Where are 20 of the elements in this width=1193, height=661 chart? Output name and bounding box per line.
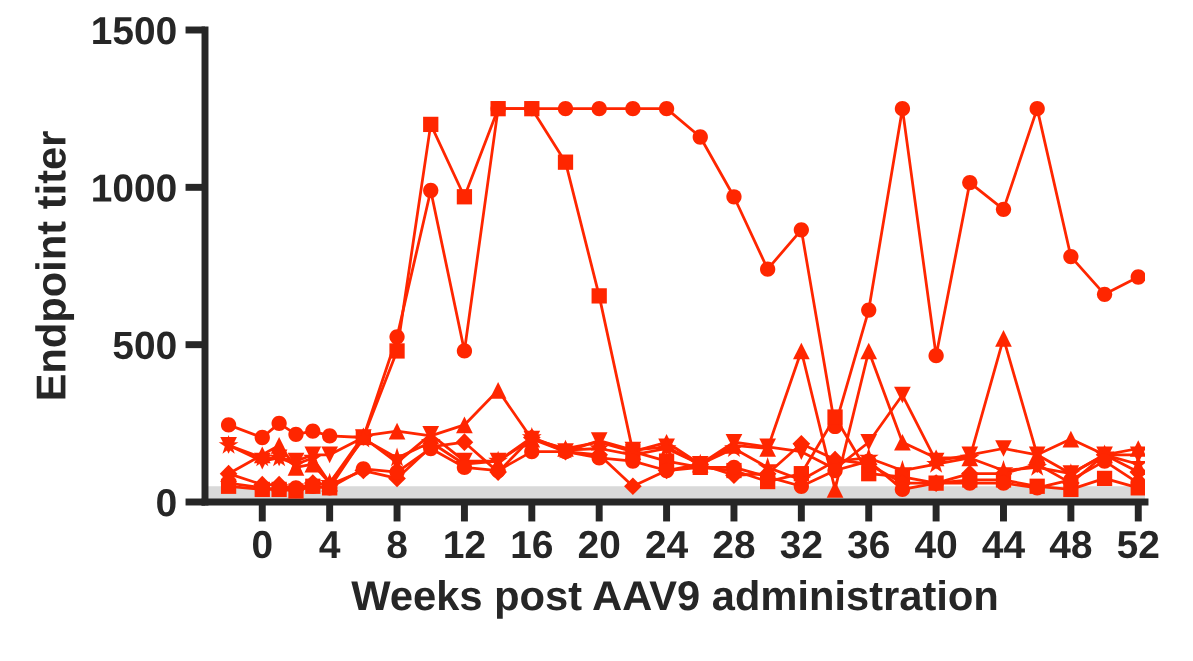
x-tick-label: 24 (646, 530, 688, 558)
y-tick-label: 1500 (93, 16, 176, 45)
x-tick-label: 8 (387, 530, 407, 559)
x-tick-label: 28 (713, 530, 755, 559)
y-tick-label: 500 (113, 331, 176, 360)
x-tick-label: 12 (445, 530, 485, 558)
y-tick-label: 0 (157, 488, 176, 517)
x-tick-label: 20 (578, 530, 620, 559)
x-tick-label: 16 (512, 530, 553, 559)
x-tick-label: 0 (253, 530, 272, 559)
y-tick-label: 1000 (93, 174, 176, 202)
x-tick-label: 52 (1117, 530, 1159, 559)
x-tick-label: 32 (780, 530, 822, 559)
x-tick-label: 40 (915, 530, 957, 559)
x-tick-label: 44 (982, 531, 1025, 558)
x-tick-label: 4 (319, 531, 341, 558)
y-axis-title: Endpoint titer (35, 131, 75, 399)
x-axis-title: Weeks post AAV9 administration (351, 579, 997, 619)
x-tick-label: 48 (1049, 530, 1092, 559)
x-tick-label: 36 (847, 530, 889, 559)
